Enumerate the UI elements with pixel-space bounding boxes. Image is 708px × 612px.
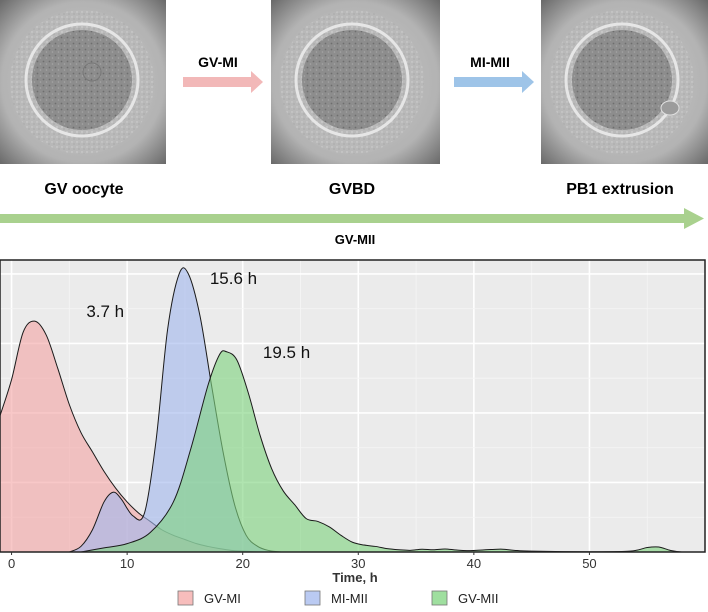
peak-annotations: 3.7 h 15.6 h 19.5 h	[86, 269, 310, 362]
x-axis-label: Time, h	[332, 570, 377, 585]
plot-border	[0, 259, 706, 553]
legend-item-mi-mii: MI-MII	[304, 590, 368, 606]
legend-label: GV-MII	[458, 591, 498, 606]
legend-item-gv-mi: GV-MI	[177, 590, 241, 606]
oocyte-photo-gv	[0, 0, 166, 164]
peak-annotation: 19.5 h	[263, 343, 310, 362]
area-gv-mi	[0, 321, 266, 552]
x-axis-ticks: 0 10 20 30 40 50	[8, 552, 597, 571]
x-tick-label: 20	[235, 556, 249, 571]
peak-annotation: 15.6 h	[210, 269, 257, 288]
stage-label-gvbd: GVBD	[329, 181, 375, 198]
legend-swatch	[304, 590, 321, 606]
stage-label-pb1-extrusion: PB1 extrusion	[566, 181, 674, 198]
x-tick-label: 40	[467, 556, 481, 571]
peak-annotation: 3.7 h	[86, 302, 124, 321]
legend-swatch	[431, 590, 448, 606]
legend: GV-MI MI-MII GV-MII	[177, 590, 498, 606]
x-tick-label: 10	[120, 556, 134, 571]
arrow-gv-mii-label: GV-MII	[335, 232, 375, 247]
arrow-gv-mi-label: GV-MI	[198, 54, 238, 70]
legend-item-gv-mii: GV-MII	[431, 590, 498, 606]
stage-label-gv-oocyte: GV oocyte	[44, 181, 123, 198]
legend-label: GV-MI	[204, 591, 241, 606]
area-gv-mii	[80, 350, 705, 552]
x-tick-label: 0	[8, 556, 15, 571]
x-tick-label: 50	[582, 556, 596, 571]
legend-label: MI-MII	[331, 591, 368, 606]
arrow-gv-mii	[0, 208, 704, 229]
oocyte-photo-gvbd	[271, 0, 440, 164]
oocyte-photo-pb1	[541, 0, 708, 164]
density-chart: 3.7 h 15.6 h 19.5 h 0 10 20 30 40 50 Time, h	[0, 259, 706, 585]
arrow-mi-mii	[454, 71, 534, 93]
arrow-mi-mii-label: MI-MII	[470, 54, 510, 70]
legend-swatch	[177, 590, 194, 606]
arrow-gv-mi	[183, 71, 263, 93]
x-tick-label: 30	[351, 556, 365, 571]
